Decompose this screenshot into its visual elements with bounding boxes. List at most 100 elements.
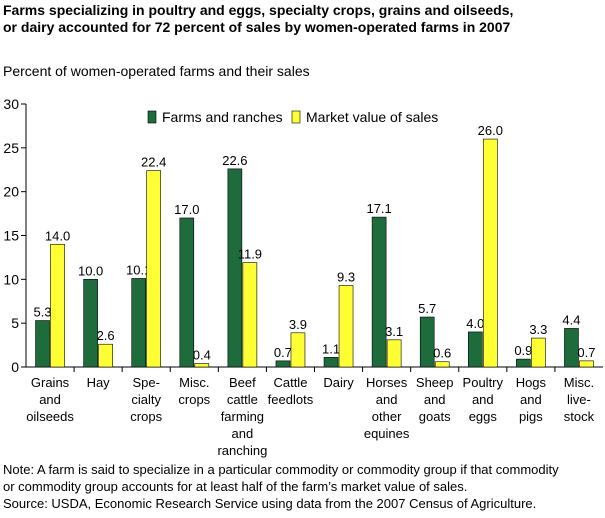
bar (83, 279, 98, 368)
x-tick-label: feedlots (268, 392, 314, 407)
source-text: Source: USDA, Economic Research Service … (3, 496, 537, 511)
bar (467, 331, 483, 368)
x-tick-label: ranching (217, 443, 267, 458)
y-tick-label: 20 (3, 184, 19, 200)
data-label: 3.3 (529, 322, 547, 337)
data-label: 14.0 (45, 228, 70, 243)
title-line-1: Farms specializing in poultry and eggs, … (3, 2, 514, 18)
x-tick-label: farming (221, 409, 264, 424)
bar (194, 363, 210, 368)
bar (275, 360, 291, 368)
bar (419, 316, 435, 368)
data-label: 0.4 (193, 347, 211, 362)
x-tick-label: and (424, 392, 446, 407)
x-tick-label: Sheep (416, 375, 454, 390)
data-label: 0.7 (274, 345, 292, 360)
data-label: 0.6 (433, 346, 451, 361)
bar (323, 357, 339, 368)
data-label: 17.0 (174, 202, 199, 217)
data-label: 26.0 (478, 123, 503, 138)
x-tick-label: and (232, 426, 254, 441)
y-tick-label: 30 (3, 96, 19, 112)
bar (371, 216, 387, 368)
x-tick-label: goats (419, 409, 451, 424)
y-tick-label: 25 (3, 140, 19, 156)
x-tick-label: Dairy (323, 375, 354, 390)
data-label: 22.4 (141, 155, 166, 170)
data-label: 9.3 (337, 269, 355, 284)
note-line-2: or commodity group accounts for at least… (3, 479, 468, 494)
x-tick-label: Misc. (564, 375, 594, 390)
data-label: 0.9 (514, 343, 532, 358)
bar (146, 170, 162, 368)
bar (531, 337, 546, 368)
y-tick-label: 10 (3, 271, 19, 287)
x-tick-label: cattle (227, 392, 258, 407)
x-tick-label: Cattle (273, 375, 307, 390)
x-tick-label: Poultry (463, 375, 504, 390)
bar (290, 332, 306, 368)
x-tick-label: Hogs (516, 375, 547, 390)
legend-swatch (147, 110, 157, 124)
x-tick-label: live- (567, 392, 591, 407)
x-tick-label: eggs (469, 409, 498, 424)
x-tick-label: Grains (31, 375, 70, 390)
y-tick-label: 0 (11, 359, 19, 375)
data-label: 17.1 (366, 201, 391, 216)
data-label: 10.0 (78, 263, 103, 278)
bar (482, 138, 498, 368)
bar (434, 361, 450, 368)
x-tick-label: oilseeds (26, 409, 74, 424)
x-tick-label: and (376, 392, 398, 407)
x-tick-label: Misc. (179, 375, 209, 390)
data-label: 1.1 (322, 341, 340, 356)
x-tick-label: Beef (229, 375, 256, 390)
data-label: 10.1 (126, 262, 151, 277)
x-tick-label: cialty (131, 392, 161, 407)
title-line-2: or dairy accounted for 72 percent of sal… (3, 19, 511, 35)
data-label: 22.6 (222, 153, 247, 168)
legend-swatch (291, 110, 301, 124)
chart-title: Farms specializing in poultry and eggs, … (3, 2, 603, 36)
x-tick-label: other (372, 409, 402, 424)
data-label: 3.1 (385, 324, 403, 339)
chart-footer: Note: A farm is said to specialize in a … (3, 461, 559, 512)
bar (516, 358, 531, 368)
bar (227, 168, 243, 368)
data-label: 5.7 (418, 301, 436, 316)
bar (242, 262, 258, 368)
x-tick-label: Hay (87, 375, 111, 390)
legend-label: Farms and ranches (162, 109, 283, 125)
y-tick-label: 5 (11, 315, 19, 331)
bar (386, 339, 402, 368)
x-tick-label: pigs (519, 409, 543, 424)
y-tick-label: 15 (3, 228, 19, 244)
x-tick-label: stock (564, 409, 595, 424)
bar (579, 360, 594, 368)
data-label: 4.4 (562, 312, 580, 327)
y-axis-label: Percent of women-operated farms and thei… (3, 63, 310, 79)
x-tick-label: and (39, 392, 61, 407)
bar (98, 343, 113, 368)
data-label: 0.7 (577, 345, 595, 360)
x-tick-label: equines (364, 426, 410, 441)
bar (338, 285, 354, 368)
bar (179, 217, 195, 368)
x-tick-label: crops (130, 409, 162, 424)
x-tick-label: Horses (366, 375, 408, 390)
x-tick-label: crops (178, 392, 210, 407)
bar (50, 243, 65, 368)
x-tick-label: and (472, 392, 494, 407)
bar (35, 320, 50, 368)
x-tick-label: and (520, 392, 542, 407)
bar-chart: 0 5 10 15 20 25 30 5.3 14.0 Grains and oilseeds 10.0… (3, 96, 603, 458)
bar (564, 328, 579, 368)
data-label: 4.0 (466, 316, 484, 331)
note-line-1: Note: A farm is said to specialize in a … (3, 462, 559, 477)
x-tick-label: Spe- (132, 375, 159, 390)
data-label: 11.9 (238, 247, 262, 262)
data-label: 3.9 (289, 317, 307, 332)
bar (131, 278, 147, 368)
data-label: 5.3 (34, 305, 52, 320)
data-label: 2.6 (97, 328, 115, 343)
